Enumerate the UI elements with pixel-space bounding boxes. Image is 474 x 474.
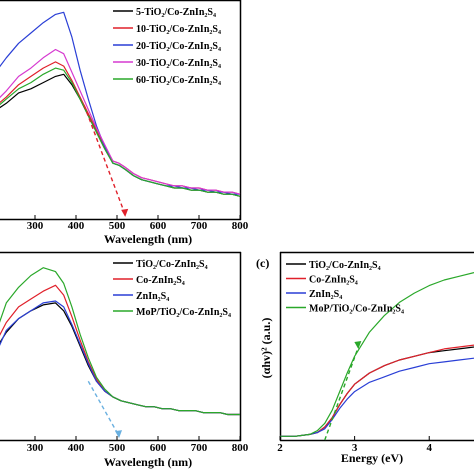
- panel-a-tick-label: 700: [191, 220, 208, 232]
- panel-b-series-line-2: [0, 284, 240, 416]
- panel-a-legend-label: 30-TiO₂/Co-ZnIn₂S₄: [136, 58, 221, 69]
- panel-a-tick-label: 500: [109, 220, 126, 232]
- panel-a-tick-label: 800: [232, 220, 249, 232]
- panel-c-series-line-3: [280, 357, 474, 437]
- panel-a-tick-label: 300: [27, 220, 44, 232]
- panel-a-legend-label: 5-TiO₂/Co-ZnIn₂S₄: [136, 7, 216, 18]
- panel-a-tick-label: 600: [150, 220, 167, 232]
- panel-c-tick-label: 4: [426, 442, 432, 454]
- panel-c-tauc-plot: (c) 2 3 4 Energy (eV) (αhv)² (a.u.) TiO₂/C…: [256, 251, 474, 465]
- panel-c-series-line-4: [280, 272, 474, 437]
- panel-c-plot-area: [279, 251, 474, 442]
- panel-c-x-axis-label: Energy (eV): [341, 451, 403, 465]
- panel-c-legend-label: ZnIn₂S₄: [309, 289, 342, 300]
- panel-c-legend: TiO₂/Co-ZnIn₂S₄ Co-ZnIn₂S₄ ZnIn₂S₄ MoP/TiO₂…: [286, 260, 404, 315]
- panel-b-series-line-3: [0, 300, 240, 416]
- panel-a-tangent-line: [83, 105, 126, 216]
- panel-c-tick-label: 3: [352, 442, 358, 454]
- panel-b-tick-label: 300: [27, 442, 44, 454]
- panel-a-legend-label: 20-TiO₂/Co-ZnIn₂S₄: [136, 41, 221, 52]
- panel-c-series-group: [280, 272, 474, 441]
- panel-a-x-ticks: 300 400 500 600 700 800: [27, 215, 249, 232]
- panel-c-tick-label: 2: [277, 442, 283, 454]
- panel-b-legend-label: Co-ZnIn₂S₄: [136, 275, 185, 286]
- panel-a-legend-label: 60-TiO₂/Co-ZnIn₂S₄: [136, 75, 221, 86]
- panel-a-series-group: [0, 11, 241, 217]
- panel-c-tangent-line: [324, 346, 360, 441]
- panel-c-tangent-arrow-icon: [354, 341, 362, 349]
- panel-a-series-line-5: [0, 67, 241, 197]
- panel-b-legend-label: MoP/TiO₂/Co-ZnIn₂S₄: [136, 307, 231, 318]
- panel-b-tick-label: 600: [150, 442, 167, 454]
- panel-b-legend-label: ZnIn₂S₄: [136, 291, 169, 302]
- panel-c-legend-label: MoP/TiO₂/Co-ZnIn₂S₄: [309, 304, 404, 315]
- panel-b-series-line-4: [0, 267, 240, 416]
- panel-b-tick-label: 400: [68, 442, 85, 454]
- panel-a-series-line-3: [0, 11, 240, 195]
- panel-a-series-line-1: [0, 73, 241, 197]
- panel-c-legend-label: TiO₂/Co-ZnIn₂S₄: [309, 260, 381, 271]
- panel-b-tick-label: 800: [232, 442, 249, 454]
- panel-b-x-axis-label: Wavelength (nm): [104, 455, 192, 469]
- panel-b-tick-label: 500: [109, 442, 126, 454]
- panel-b-plot-area: [0, 251, 242, 442]
- panel-c-series-line-1: [280, 346, 474, 437]
- panel-b-legend: TiO₂/Co-ZnIn₂S₄ Co-ZnIn₂S₄ ZnIn₂S₄ MoP/TiO₂…: [113, 259, 231, 318]
- panel-b-tangent-line: [87, 380, 120, 437]
- panel-a-legend: 5-TiO₂/Co-ZnIn₂S₄ 10-TiO₂/Co-ZnIn₂S₄ 20-Ti…: [113, 7, 221, 86]
- panel-b-tick-label: 700: [191, 442, 208, 454]
- panel-c-label: (c): [256, 256, 269, 270]
- panel-b-uv-vis-chart: 300 400 500 600 700 800 Wavelength (nm) TiO₂/…: [0, 251, 249, 469]
- panel-a-tick-label: 400: [68, 220, 85, 232]
- panel-a-x-axis-label: Wavelength (nm): [104, 232, 192, 246]
- panel-a-tangent-arrow-icon: [121, 208, 129, 217]
- panel-c-x-ticks: 2 3 4: [277, 436, 432, 454]
- panel-c-legend-label: Co-ZnIn₂S₄: [309, 275, 358, 286]
- panel-b-series-group: [0, 267, 240, 439]
- panel-b-x-ticks: 300 400 500 600 700 800: [27, 436, 249, 454]
- panel-c-y-axis-label: (αhv)² (a.u.): [259, 318, 273, 379]
- panel-b-legend-label: TiO₂/Co-ZnIn₂S₄: [136, 259, 208, 270]
- panel-a-series-line-4: [0, 48, 241, 195]
- panel-b-tangent-arrow-icon: [115, 430, 123, 439]
- panel-a-legend-label: 10-TiO₂/Co-ZnIn₂S₄: [136, 24, 221, 35]
- panel-c-series-line-2: [280, 344, 474, 437]
- panel-a-uv-vis-chart: 300 400 500 600 700 800 Wavelength (nm) 5-TiO…: [0, 0, 249, 246]
- panel-b-series-line-1: [0, 302, 240, 416]
- panel-a-plot-area: [0, 0, 242, 221]
